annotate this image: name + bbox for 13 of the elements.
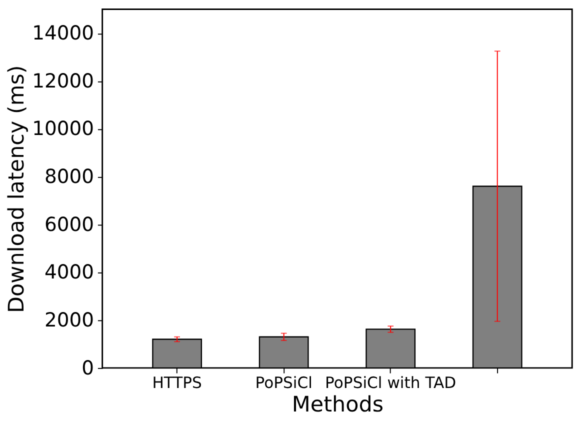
y-tick-label: 4000 [44, 260, 94, 284]
y-tick-label: 8000 [44, 165, 94, 188]
y-tick-label: 10000 [32, 117, 94, 140]
y-axis-title: Download latency (ms) [4, 65, 30, 313]
y-tick-label: 6000 [44, 212, 94, 236]
y-tick-label: 14000 [32, 22, 94, 45]
y-tick-label: 0 [82, 356, 94, 380]
x-tick-label: HTTPS [152, 374, 202, 392]
x-axis-title: Methods [292, 392, 384, 418]
y-tick-label: 12000 [32, 69, 94, 92]
y-tick-label: 2000 [44, 308, 94, 332]
x-tick-label: PoPSiCl with TAD [325, 374, 456, 392]
x-tick-label: PoPSiCl [255, 374, 312, 392]
